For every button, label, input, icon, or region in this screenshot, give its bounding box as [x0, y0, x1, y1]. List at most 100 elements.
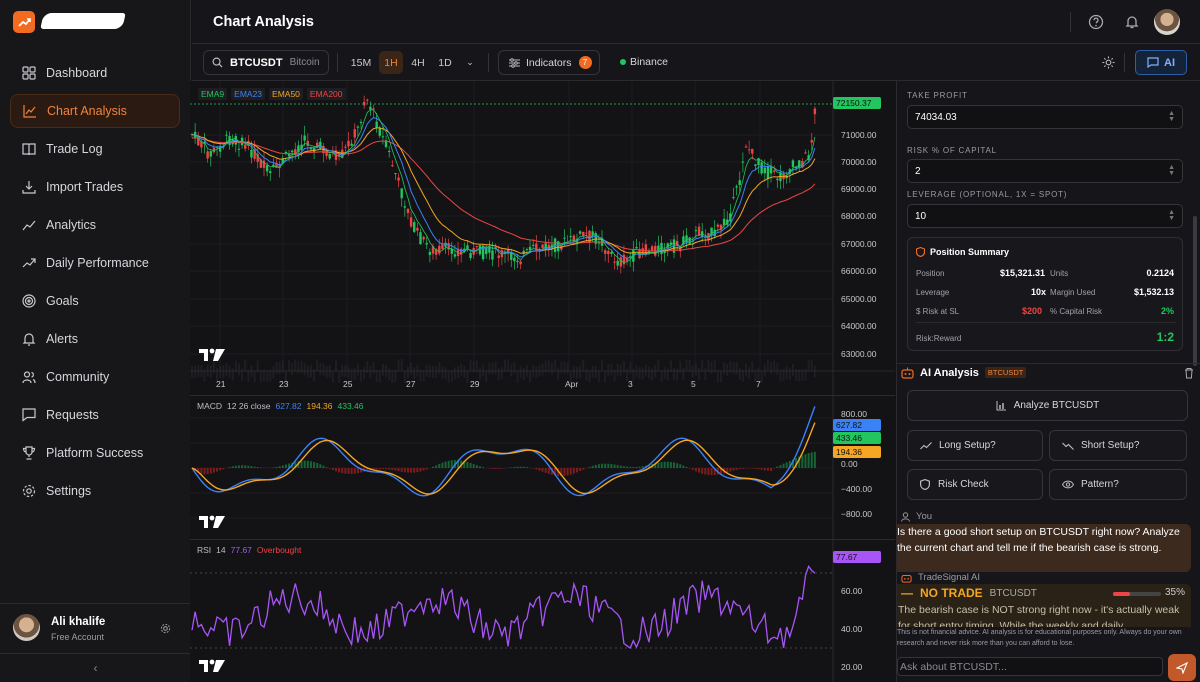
rsi-state: Overbought	[256, 545, 302, 555]
sidebar-item-trade-log[interactable]: Trade Log	[10, 132, 180, 166]
app-logo-icon[interactable]	[13, 11, 35, 33]
avatar[interactable]	[13, 614, 40, 641]
price-pane[interactable]: EMA9 EMA23 EMA50 EMA200 71000.00 70000.00 690…	[190, 81, 895, 396]
time-axis-label: 25	[343, 379, 353, 389]
stepper-icon[interactable]: ▲ ▼	[1168, 110, 1175, 123]
macd-histogram-bar	[200, 468, 203, 474]
stepper-icon[interactable]: ▲ ▼	[1168, 164, 1175, 177]
candle-body	[578, 231, 582, 234]
user-avatar[interactable]	[1154, 9, 1180, 35]
macd-histogram-bar	[231, 466, 234, 468]
notification-bell-icon[interactable]	[1124, 14, 1140, 30]
timeframe-1d[interactable]: 1D	[438, 56, 452, 69]
sidebar-item-import-trades[interactable]: Import Trades	[10, 170, 180, 204]
sidebar-item-alerts[interactable]: Alerts	[10, 322, 180, 356]
risk-input[interactable]: 2 ▲ ▼	[907, 159, 1183, 183]
ai-toggle-button[interactable]: AI	[1135, 50, 1187, 75]
theme-sun-icon[interactable]	[1102, 56, 1115, 69]
sidebar-item-label: Requests	[46, 408, 99, 422]
macd-histogram-bar	[444, 461, 447, 468]
macd-histogram-bar	[685, 466, 688, 468]
chart-area[interactable]: EMA9 EMA23 EMA50 EMA200 71000.00 70000.00 690…	[190, 81, 895, 682]
macd-chart-svg[interactable]	[190, 396, 895, 540]
stepper-icon[interactable]: ▲ ▼	[1168, 209, 1175, 222]
sidebar-item-daily-performance[interactable]: Daily Performance	[10, 246, 180, 280]
timeframe-15m[interactable]: 15M	[350, 56, 372, 69]
sidebar-item-goals[interactable]: Goals	[10, 284, 180, 318]
indicators-button[interactable]: Indicators 7	[498, 50, 600, 75]
sidebar-item-platform-success[interactable]: Platform Success	[10, 436, 180, 470]
pattern-button[interactable]: Pattern?	[1049, 469, 1187, 500]
timeframe-1h[interactable]: 1H	[379, 51, 403, 74]
sidebar-item-dashboard[interactable]: Dashboard	[10, 56, 180, 90]
candle-body	[510, 252, 513, 260]
chart-toolbar: BTCUSDT Bitcoin 15M 1H 4H 1D ⌄ Indicator…	[192, 44, 1200, 81]
sidebar: Dashboard Chart Analysis Trade Log Import T…	[0, 0, 191, 682]
macd-histogram-bar	[381, 468, 384, 470]
macd-histogram-bar	[673, 462, 676, 468]
user-profile[interactable]: Ali khalife Free Account	[0, 603, 191, 653]
candle-body	[359, 122, 363, 124]
macd-histogram-bar	[435, 465, 438, 468]
macd-histogram-bar	[303, 460, 306, 468]
ema-tag-ema50[interactable]: EMA50	[269, 88, 303, 100]
page-title: Chart Analysis	[213, 14, 314, 30]
candle-body	[375, 121, 378, 129]
analyze-button[interactable]: Analyze BTCUSDT	[907, 390, 1188, 421]
candle-body	[722, 218, 726, 226]
candle-body	[694, 230, 698, 232]
time-axis-label: 3	[628, 379, 633, 389]
ema-tag-ema9[interactable]: EMA9	[198, 88, 228, 100]
ai-analysis-title: AI Analysis	[920, 366, 979, 379]
ema-tag-ema200[interactable]: EMA200	[306, 88, 346, 100]
macd-histogram-bar	[513, 466, 516, 468]
send-button[interactable]	[1168, 654, 1196, 681]
ask-input[interactable]: Ask about BTCUSDT...	[897, 657, 1163, 676]
tradingview-logo	[198, 658, 226, 677]
macd-pane[interactable]: MACD 12 26 close 627.82 194.36 433.46 80…	[190, 396, 895, 540]
trophy-icon	[22, 446, 36, 460]
sidebar-nav: Dashboard Chart Analysis Trade Log Import T…	[10, 56, 180, 512]
more-timeframes-chevron-icon[interactable]: ⌄	[466, 57, 474, 67]
candle-body	[666, 243, 669, 248]
macd-histogram-bar	[810, 452, 813, 468]
macd-histogram-bar	[676, 463, 679, 468]
rsi-pane[interactable]: RSI 14 77.67 Overbought 60.00 40.00 20.00 …	[190, 540, 895, 682]
ema-tag-ema23[interactable]: EMA23	[231, 88, 266, 100]
sidebar-item-community[interactable]: Community	[10, 360, 180, 394]
symbol-search[interactable]: BTCUSDT Bitcoin	[203, 50, 329, 75]
candle-body	[478, 245, 482, 255]
short-setup-button[interactable]: Short Setup?	[1049, 430, 1187, 461]
sidebar-item-requests[interactable]: Requests	[10, 398, 180, 432]
scrollbar[interactable]	[1193, 216, 1197, 366]
candle-body	[622, 254, 626, 265]
candle-body	[754, 164, 757, 166]
collapse-sidebar-button[interactable]: ‹	[0, 653, 191, 682]
sidebar-item-chart-analysis[interactable]: Chart Analysis	[10, 94, 180, 128]
macd-histogram-bar	[582, 468, 585, 470]
sidebar-item-analytics[interactable]: Analytics	[10, 208, 180, 242]
candle-body	[788, 169, 792, 174]
sidebar-item-settings[interactable]: Settings	[10, 474, 180, 508]
candle-body	[541, 244, 544, 248]
price-chart-svg[interactable]	[190, 81, 895, 396]
gear-icon[interactable]	[160, 623, 171, 634]
risk-check-button[interactable]: Risk Check	[907, 469, 1043, 500]
candle-body	[422, 236, 425, 240]
macd-histogram-bar	[525, 467, 528, 468]
candle-body	[278, 164, 281, 169]
candle-body	[616, 260, 619, 266]
leverage-input[interactable]: 10 ▲ ▼	[907, 204, 1183, 228]
price-axis-label: 65000.00	[841, 294, 877, 304]
candle-body	[262, 160, 266, 168]
trash-icon[interactable]	[1184, 367, 1194, 379]
help-icon[interactable]	[1088, 14, 1104, 30]
take-profit-input[interactable]: 74034.03 ▲ ▼	[907, 105, 1183, 129]
macd-histogram-bar	[288, 463, 291, 468]
long-setup-button[interactable]: Long Setup?	[907, 430, 1043, 461]
rsi-chart-svg[interactable]	[190, 540, 895, 682]
sidebar-item-label: Settings	[46, 484, 92, 498]
macd-histogram-bar	[519, 466, 522, 468]
tradingview-logo	[198, 514, 226, 533]
timeframe-4h[interactable]: 4H	[411, 56, 425, 69]
